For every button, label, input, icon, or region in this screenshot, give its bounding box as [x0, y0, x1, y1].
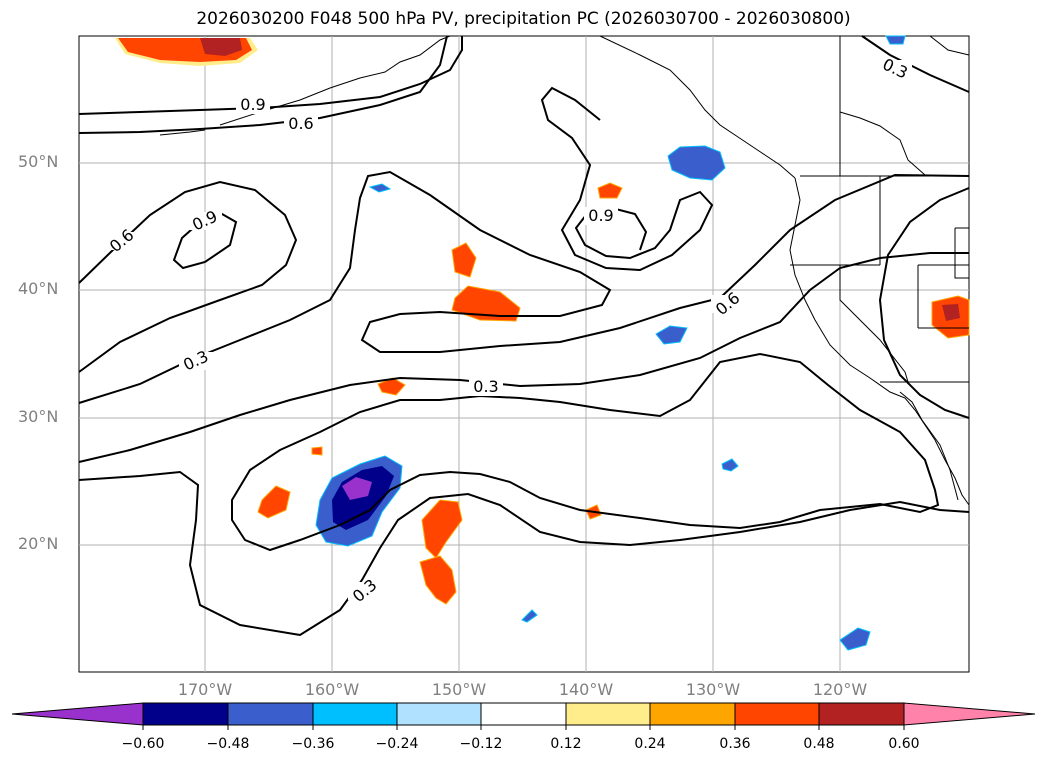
- colorbar-tick-label: −0.12: [459, 736, 503, 752]
- contour-label: 0.3: [473, 377, 498, 396]
- colorbar-tick-label: −0.24: [375, 736, 419, 752]
- precip-negative-regions: [315, 35, 906, 651]
- colorbar-ticks: [142, 725, 905, 730]
- lat-label: 30°N: [18, 407, 59, 426]
- colorbar-tick-label: −0.48: [206, 736, 250, 752]
- lon-label: 170°W: [177, 680, 233, 699]
- colorbar-bin: [480, 702, 567, 726]
- colorbar-bin: [227, 702, 314, 726]
- colorbar-bin: [142, 702, 229, 726]
- map-title: 2026030200 F048 500 hPa PV, precipitatio…: [196, 9, 851, 29]
- contour-label: 0.9: [240, 95, 265, 114]
- lon-label: 120°W: [812, 680, 868, 699]
- colorbar-tick-label: 0.36: [719, 736, 751, 752]
- colorbar-max-extend: [903, 702, 1036, 726]
- lat-label: 50°N: [18, 152, 59, 171]
- lon-label: 130°W: [685, 680, 741, 699]
- precip-positive-regions: [115, 38, 970, 605]
- colorbar-tick-label: −0.60: [121, 736, 165, 752]
- colorbar-tick-label: 0.24: [634, 736, 666, 752]
- graticule: [79, 36, 969, 672]
- colorbar-bin: [649, 702, 736, 726]
- colorbar-bin: [734, 702, 820, 726]
- contour-label: 0.6: [288, 114, 313, 133]
- colorbar-tick-label: −0.36: [291, 736, 335, 752]
- lon-label: 140°W: [558, 680, 614, 699]
- lon-label: 150°W: [431, 680, 487, 699]
- colorbar-min-extend: [11, 702, 144, 726]
- contour-label: 0.9: [588, 206, 613, 225]
- lon-label: 160°W: [304, 680, 360, 699]
- colorbar-bin: [565, 702, 651, 726]
- colorbar-tick-label: 0.12: [550, 736, 582, 752]
- colorbar-bin: [818, 702, 905, 726]
- colorbar-bin: [312, 702, 398, 726]
- colorbar-tick-label: 0.60: [888, 736, 920, 752]
- map-frame: [78, 35, 970, 673]
- lat-label: 20°N: [18, 534, 59, 553]
- lat-label: 40°N: [18, 279, 59, 298]
- colorbar: [11, 702, 1036, 726]
- colorbar-tick-label: 0.48: [803, 736, 835, 752]
- colorbar-bin: [396, 702, 482, 726]
- contour-label-knockouts: [105, 60, 912, 600]
